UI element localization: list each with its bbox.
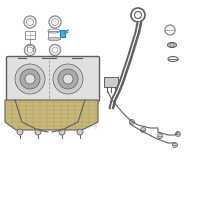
Circle shape [170, 43, 174, 47]
Circle shape [63, 74, 73, 84]
Bar [104, 77, 118, 87]
Circle shape [158, 134, 162, 138]
Polygon shape [5, 100, 98, 130]
Circle shape [176, 132, 180, 136]
Circle shape [25, 74, 35, 84]
Circle shape [15, 64, 45, 94]
Bar [48, 31, 60, 39]
Circle shape [59, 129, 65, 135]
Circle shape [172, 142, 178, 148]
Circle shape [77, 129, 83, 135]
Ellipse shape [48, 37, 60, 41]
Circle shape [35, 129, 41, 135]
Bar [25, 31, 35, 39]
Circle shape [58, 69, 78, 89]
Circle shape [17, 129, 23, 135]
Circle shape [140, 128, 146, 132]
Circle shape [20, 69, 40, 89]
Circle shape [130, 119, 134, 124]
Bar [60, 30, 65, 37]
Ellipse shape [168, 43, 177, 47]
Circle shape [53, 64, 83, 94]
FancyBboxPatch shape [6, 56, 100, 102]
